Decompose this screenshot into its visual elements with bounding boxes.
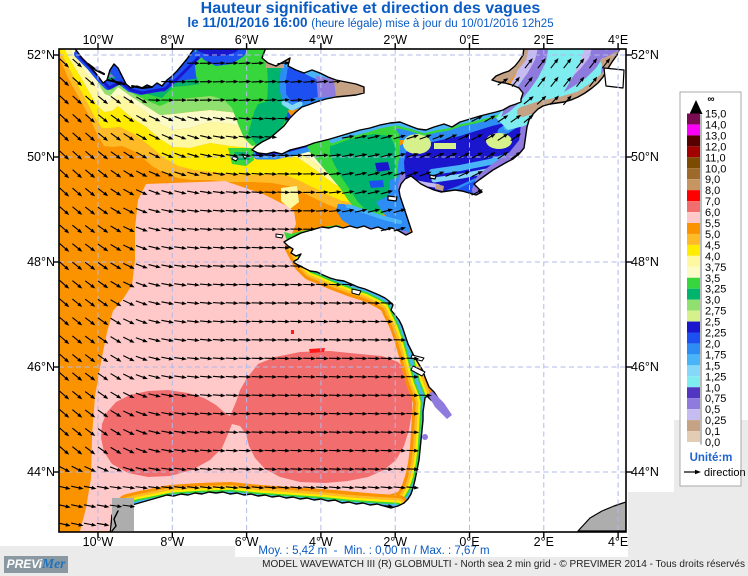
svg-text:0,1: 0,1 bbox=[705, 426, 720, 438]
svg-text:2,25: 2,25 bbox=[705, 328, 726, 340]
svg-text:2°W: 2°W bbox=[383, 535, 407, 549]
svg-text:1,75: 1,75 bbox=[705, 349, 726, 361]
svg-text:14,0: 14,0 bbox=[705, 119, 726, 131]
svg-text:0,75: 0,75 bbox=[705, 393, 726, 405]
svg-text:50°N: 50°N bbox=[631, 150, 659, 164]
svg-text:3,25: 3,25 bbox=[705, 284, 726, 296]
svg-text:0°E: 0°E bbox=[459, 33, 479, 47]
svg-text:0,0: 0,0 bbox=[705, 437, 720, 449]
svg-text:10°W: 10°W bbox=[83, 33, 114, 47]
svg-text:6°W: 6°W bbox=[235, 33, 259, 47]
svg-text:3,5: 3,5 bbox=[705, 273, 720, 285]
svg-text:3,75: 3,75 bbox=[705, 262, 726, 274]
svg-text:0,5: 0,5 bbox=[705, 404, 720, 416]
svg-text:8°W: 8°W bbox=[160, 535, 184, 549]
svg-text:2,5: 2,5 bbox=[705, 317, 720, 329]
svg-text:50°N: 50°N bbox=[27, 150, 55, 164]
svg-text:7,0: 7,0 bbox=[705, 196, 720, 208]
svg-text:1,0: 1,0 bbox=[705, 382, 720, 394]
svg-text:46°N: 46°N bbox=[631, 360, 659, 374]
svg-text:4,0: 4,0 bbox=[705, 251, 720, 263]
svg-text:9,0: 9,0 bbox=[705, 174, 720, 186]
svg-text:8,0: 8,0 bbox=[705, 185, 720, 197]
svg-text:0,25: 0,25 bbox=[705, 415, 726, 427]
svg-text:1,25: 1,25 bbox=[705, 371, 726, 383]
svg-text:2°W: 2°W bbox=[383, 33, 407, 47]
svg-text:2°E: 2°E bbox=[534, 33, 554, 47]
svg-text:direction: direction bbox=[704, 467, 746, 479]
svg-text:6,0: 6,0 bbox=[705, 207, 720, 219]
svg-text:1,5: 1,5 bbox=[705, 360, 720, 372]
svg-text:12,0: 12,0 bbox=[705, 141, 726, 153]
svg-text:13,0: 13,0 bbox=[705, 130, 726, 142]
svg-text:15,0: 15,0 bbox=[705, 109, 726, 121]
svg-text:48°N: 48°N bbox=[631, 255, 659, 269]
svg-text:∞: ∞ bbox=[707, 94, 714, 105]
svg-text:2,75: 2,75 bbox=[705, 306, 726, 318]
svg-text:0°E: 0°E bbox=[459, 535, 479, 549]
svg-text:4°E: 4°E bbox=[608, 33, 628, 47]
svg-text:2,0: 2,0 bbox=[705, 338, 720, 350]
svg-text:Unité:m: Unité:m bbox=[690, 452, 733, 464]
svg-text:52°N: 52°N bbox=[27, 48, 55, 62]
svg-text:10,0: 10,0 bbox=[705, 163, 726, 175]
svg-text:2°E: 2°E bbox=[534, 535, 554, 549]
svg-text:3,0: 3,0 bbox=[705, 295, 720, 307]
svg-text:11,0: 11,0 bbox=[705, 152, 726, 164]
svg-text:10°W: 10°W bbox=[83, 535, 114, 549]
svg-text:5,0: 5,0 bbox=[705, 229, 720, 241]
svg-text:5,5: 5,5 bbox=[705, 218, 720, 230]
svg-text:52°N: 52°N bbox=[631, 48, 659, 62]
svg-text:4°E: 4°E bbox=[608, 535, 628, 549]
svg-text:4°W: 4°W bbox=[309, 33, 333, 47]
svg-text:48°N: 48°N bbox=[27, 255, 55, 269]
svg-text:46°N: 46°N bbox=[27, 360, 55, 374]
svg-text:44°N: 44°N bbox=[27, 465, 55, 479]
svg-text:4,5: 4,5 bbox=[705, 240, 720, 252]
svg-text:4°W: 4°W bbox=[309, 535, 333, 549]
svg-text:6°W: 6°W bbox=[235, 535, 259, 549]
svg-text:8°W: 8°W bbox=[160, 33, 184, 47]
svg-text:44°N: 44°N bbox=[631, 465, 659, 479]
